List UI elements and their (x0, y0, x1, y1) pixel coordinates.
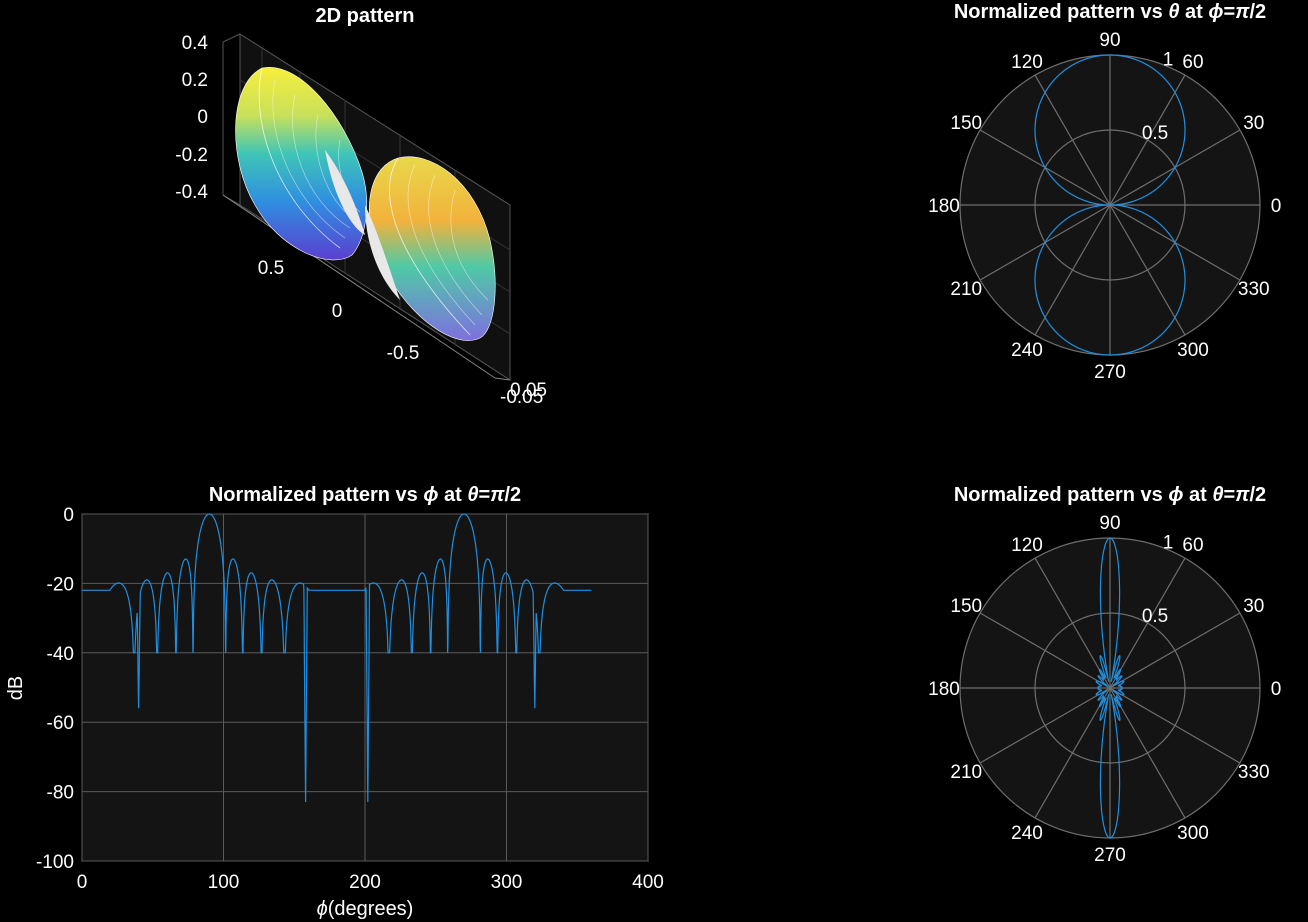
surface-lobe-left (235, 66, 368, 261)
polar-title: Normalized pattern vs ϕ at θ=π/2 (954, 484, 1266, 506)
polar-spoke (1034, 74, 1111, 206)
y-tick-label: -20 (47, 574, 74, 595)
angle-tick-label: 180 (928, 196, 960, 217)
polar-spoke (1109, 557, 1186, 689)
y-tick: -0.5 (387, 343, 420, 364)
angle-tick-label: 120 (1011, 52, 1043, 73)
polar-spoke (1109, 687, 1186, 819)
radius-tick-label: 0.5 (1142, 123, 1168, 144)
polar-plot-phi: Normalized pattern vs ϕ at θ=π/2 0 30 60 90… (928, 484, 1281, 866)
x-tick-label: 300 (491, 872, 523, 893)
polar-series-line (1034, 54, 1186, 356)
angle-tick-label: 90 (1099, 30, 1120, 51)
angle-tick-label: 270 (1094, 362, 1126, 383)
polar-spoke (1109, 204, 1186, 336)
y-tick: 0 (332, 301, 343, 322)
z-tick: 0 (197, 107, 208, 128)
polar-series-line (1095, 537, 1125, 839)
polar-spoke (1109, 687, 1241, 764)
y-tick-label: -40 (47, 644, 74, 665)
x-tick: -0.05 (500, 387, 543, 408)
angle-tick-label: 300 (1177, 823, 1209, 844)
radius-tick-label: 0.5 (1142, 606, 1168, 627)
surface-3d-plot: 2D pattern 0.4 0.2 0 -0.2 -0.4 (175, 5, 547, 408)
y-tick-label: -60 (47, 713, 74, 734)
angle-tick-label: 0 (1271, 196, 1282, 217)
polar-spoke (1034, 687, 1111, 819)
line-chart-title: Normalized pattern vs ϕ at θ=π/2 (209, 484, 521, 506)
x-tick-label: 400 (632, 872, 664, 893)
z-tick: -0.2 (175, 145, 208, 166)
y-tick-label: -100 (36, 852, 74, 873)
angle-tick-label: 270 (1094, 845, 1126, 866)
angle-tick-label: 60 (1182, 52, 1203, 73)
angle-tick-label: 150 (950, 113, 982, 134)
angle-tick-label: 240 (1011, 340, 1043, 361)
radius-tick-label: 1 (1163, 532, 1174, 553)
radius-tick-label: 1 (1163, 49, 1174, 70)
angle-tick-label: 90 (1099, 513, 1120, 534)
polar-title: Normalized pattern vs θ at ϕ=π/2 (954, 1, 1266, 23)
angle-tick-label: 240 (1011, 823, 1043, 844)
y-axis-label: dB (5, 676, 27, 700)
polar-spoke (1034, 204, 1111, 336)
y-tick-label: -80 (47, 783, 74, 804)
x-tick: 0.05 (510, 380, 547, 401)
x-axis-label: ϕ(degrees) (317, 898, 414, 920)
title-part: θ (467, 484, 478, 506)
angle-tick-label: 30 (1243, 113, 1264, 134)
angle-tick-label: 0 (1271, 679, 1282, 700)
angle-tick-label: 150 (950, 596, 982, 617)
title-part: π (490, 484, 505, 506)
angle-tick-label: 60 (1182, 535, 1203, 556)
angle-tick-label: 330 (1238, 762, 1270, 783)
z-tick: 0.4 (182, 33, 209, 54)
title-part: Normalized pattern vs (209, 484, 424, 506)
z-tick: -0.4 (175, 182, 208, 203)
title-part: ϕ (423, 484, 438, 506)
db-line-chart: Normalized pattern vs ϕ at θ=π/2 0 100 200… (5, 484, 664, 920)
surface-x-ticks: 0.05 -0.05 (500, 380, 547, 408)
x-tick-label: 0 (77, 872, 88, 893)
angle-tick-label: 180 (928, 679, 960, 700)
z-tick: 0.2 (182, 70, 208, 91)
polar-spoke (979, 612, 1111, 689)
polar-plot-theta: Normalized pattern vs θ at ϕ=π/2 0 30 60 90… (928, 1, 1281, 383)
series-line (82, 513, 592, 803)
angle-tick-label: 30 (1243, 596, 1264, 617)
surface-z-ticks: 0.4 0.2 0 -0.2 -0.4 (175, 33, 208, 203)
title-part: /2 (504, 484, 521, 506)
title-part: at (438, 484, 467, 506)
title-part: = (479, 484, 491, 506)
y-tick: 0.5 (258, 258, 284, 279)
x-tick-label: 200 (349, 872, 381, 893)
polar-spoke (1109, 74, 1186, 206)
angle-tick-label: 300 (1177, 340, 1209, 361)
surface-lobe-right (365, 156, 496, 341)
angle-tick-label: 210 (950, 279, 982, 300)
surface-title: 2D pattern (316, 5, 415, 27)
x-tick-label: 100 (208, 872, 240, 893)
tick-labels: 0 100 200 300 400 0 -20 -40 -60 -80 -100 (36, 505, 664, 893)
angle-tick-label: 210 (950, 762, 982, 783)
polar-spoke (1109, 612, 1241, 689)
polar-spoke (979, 687, 1111, 764)
angle-tick-label: 120 (1011, 535, 1043, 556)
y-tick-label: 0 (63, 505, 74, 526)
surface-y-ticks: 0.5 0 -0.5 (258, 258, 420, 364)
angle-tick-label: 330 (1238, 279, 1270, 300)
polar-spoke (1034, 557, 1111, 689)
